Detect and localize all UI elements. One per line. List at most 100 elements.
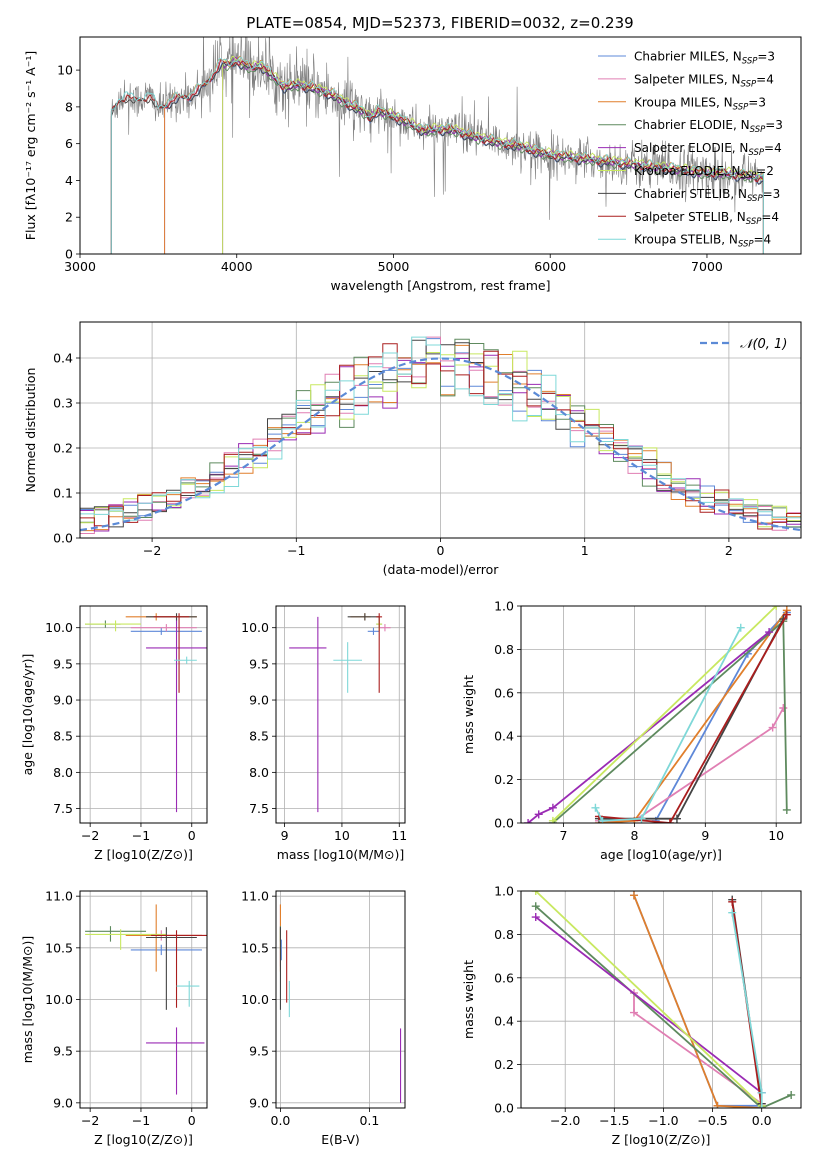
weight-Z-frame xyxy=(520,890,802,1109)
legend-value: =4 xyxy=(756,72,774,86)
weight-Z-xlabel: Z [log10(Z/Z⊙)] xyxy=(612,1132,711,1147)
weight-Z-line-chabrier-miles xyxy=(633,894,762,1107)
residuals-ytick-label: 0.3 xyxy=(53,396,73,411)
age-Z-point-salpeter-miles xyxy=(130,624,197,632)
weight-age-series-kroupa-elodie xyxy=(548,606,781,823)
age-Z-chart: −2 −1 0 7.5 8.0 8.5 9.0 9.5 10.0 Z [log10(Z/Z⊙)] a… xyxy=(20,606,207,862)
weight-age-marker-kroupa-stelib xyxy=(637,814,646,823)
mass-ebv-ytick-label: 10.5 xyxy=(241,940,269,955)
residuals-ytick-label: 0.0 xyxy=(53,531,73,546)
spectrum-data-line xyxy=(111,37,764,220)
weight-age-marker-salpeter-elodie xyxy=(765,628,774,637)
spectrum-ytick-label: 10 xyxy=(57,63,73,78)
residuals-ytick-label: 0.2 xyxy=(53,441,73,456)
weight-Z-marker-kroupa-stelib xyxy=(757,1104,766,1108)
mass-ebv-xlabel: E(B-V) xyxy=(321,1132,360,1147)
mass-Z-ylabel: mass [log10(M/M⊙)] xyxy=(20,936,35,1064)
age-mass-ytick-label: 9.5 xyxy=(249,656,269,671)
residuals-xtick-label: −2 xyxy=(143,543,161,558)
weight-Z-xtick-label: −1.5 xyxy=(599,1113,629,1128)
spectrum-legend-label-chabrier-elodie: Chabrier ELODIE, NSSP=3 xyxy=(634,118,783,135)
legend-subscript: SSP xyxy=(746,217,762,227)
weight-age-xlabel: age [log10(age/yr)] xyxy=(600,847,722,862)
legend-subscript: SSP xyxy=(748,148,764,158)
mass-Z-point-chabrier-stelib xyxy=(146,927,197,1010)
spectrum-model-salpeter-elodie xyxy=(222,56,764,254)
weight-age-ytick-label: 0.2 xyxy=(494,772,514,787)
weight-Z-series-salpeter-elodie xyxy=(531,913,766,1097)
age-mass-point-chabrier-stelib xyxy=(347,613,380,621)
age-Z-xtick-label: −1 xyxy=(132,828,150,843)
mass-Z-ytick-label: 10.0 xyxy=(45,992,73,1007)
spectrum-legend-label-chabrier-miles: Chabrier MILES, NSSP=3 xyxy=(634,50,775,67)
mass-ebv-ytick-label: 10.0 xyxy=(241,992,269,1007)
mass-Z-xtick-label: −1 xyxy=(132,1113,150,1128)
spectrum-legend-label-kroupa-miles: Kroupa MILES, NSSP=3 xyxy=(634,95,766,112)
weight-age-xtick-label: 9 xyxy=(701,828,709,843)
weight-age-series-chabrier-stelib xyxy=(594,615,788,823)
mass-Z-ytick-label: 10.5 xyxy=(45,940,73,955)
residuals-xtick-label: 1 xyxy=(581,543,589,558)
weight-age-marker-salpeter-elodie xyxy=(534,810,543,819)
legend-subscript: SSP xyxy=(738,240,754,250)
age-mass-point-salpeter-elodie xyxy=(289,616,327,813)
age-mass-xtick-label: 9 xyxy=(281,828,289,843)
age-Z-xtick-label: −2 xyxy=(81,828,99,843)
weight-age-line-kroupa-elodie xyxy=(552,606,777,822)
mass-Z-point-kroupa-elodie xyxy=(85,929,167,950)
weight-Z-ylabel: mass weight xyxy=(461,960,476,1039)
age-Z-point-kroupa-stelib xyxy=(173,656,197,664)
mass-ebv-chart: 0.0 0.1 9.0 9.5 10.0 10.5 11.0 E(B-V) xyxy=(241,889,405,1147)
weight-age-marker-salpeter-miles xyxy=(768,723,777,732)
legend-subscript: SSP xyxy=(733,102,749,112)
age-mass-ytick-label: 7.5 xyxy=(249,801,269,816)
legend-value: =4 xyxy=(761,210,779,224)
legend-value: =3 xyxy=(757,50,775,64)
age-Z-ytick-label: 9.0 xyxy=(53,693,73,708)
age-mass-xtick-label: 11 xyxy=(391,828,407,843)
weight-Z-marker-kroupa-stelib xyxy=(757,1088,766,1097)
weight-age-line-kroupa-stelib xyxy=(594,627,742,822)
spectrum-chart: 3000 4000 5000 6000 7000 0 2 4 6 8 10 wavelength [A… xyxy=(23,37,764,293)
residuals-hist-kroupa-stelib xyxy=(80,336,801,538)
age-Z-ytick-label: 10.0 xyxy=(45,620,73,635)
weight-Z-ytick-label: 1.0 xyxy=(494,884,514,899)
age-mass-ytick-label: 8.0 xyxy=(249,765,269,780)
weight-Z-xtick-label: −2.0 xyxy=(550,1113,580,1128)
spectrum-legend-label-kroupa-elodie: Kroupa ELODIE, NSSP=2 xyxy=(634,164,774,181)
spectrum-legend-label-salpeter-stelib: Salpeter STELIB, NSSP=4 xyxy=(634,210,779,227)
age-Z-ytick-label: 7.5 xyxy=(53,801,73,816)
weight-Z-ytick-label: 0.0 xyxy=(494,1101,514,1116)
spectrum-legend-label-salpeter-miles: Salpeter MILES, NSSP=4 xyxy=(634,72,774,89)
residuals-legend-label: 𝒩(0, 1) xyxy=(740,337,787,352)
weight-Z-ytick-label: 0.4 xyxy=(494,1014,514,1029)
spectrum-model-chabrier-miles xyxy=(164,61,764,254)
weight-Z-chart: −2.0 −1.5 −1.0 −0.5 0.0 0.0 0.2 0.4 0.6 0.8 1.0 Z [… xyxy=(461,884,801,1147)
age-mass-ytick-label: 10.0 xyxy=(241,620,269,635)
mass-ebv-ytick-label: 11.0 xyxy=(241,889,269,904)
age-Z-ytick-label: 8.0 xyxy=(53,765,73,780)
weight-Z-marker-chabrier-elodie xyxy=(787,1090,796,1099)
spectrum-model-salpeter-stelib xyxy=(110,58,764,254)
age-mass-xtick-label: 10 xyxy=(334,828,350,843)
weight-Z-line-salpeter-elodie xyxy=(535,916,763,1094)
age-Z-point-salpeter-stelib xyxy=(153,613,190,693)
spectrum-xlabel: wavelength [Angstrom, rest frame] xyxy=(330,278,550,293)
weight-Z-ytick-label: 0.8 xyxy=(494,927,514,942)
age-mass-point-kroupa-stelib xyxy=(333,642,362,693)
mass-Z-chart: −2 −1 0 9.0 9.5 10.0 10.5 11.0 Z [log10(Z/Z⊙)] ma… xyxy=(20,889,207,1147)
spectrum-ytick-label: 6 xyxy=(65,136,73,151)
weight-age-chart: 7 8 9 10 0.0 0.2 0.4 0.6 0.8 1.0 age [log10(age/yr… xyxy=(461,599,801,862)
legend-subscript: SSP xyxy=(742,57,758,67)
residuals-ylabel: Normed distribution xyxy=(23,368,38,493)
weight-Z-marker-salpeter-miles xyxy=(629,1008,638,1017)
spectrum-xtick-label: 5000 xyxy=(378,259,410,274)
residuals-xlabel: (data-model)/error xyxy=(383,562,500,577)
residuals-xtick-label: 0 xyxy=(437,543,445,558)
mass-Z-xlabel: Z [log10(Z/Z⊙)] xyxy=(94,1132,193,1147)
mass-Z-point-kroupa-stelib xyxy=(176,980,200,1007)
mass-Z-ytick-label: 11.0 xyxy=(45,889,73,904)
weight-Z-ytick-label: 0.6 xyxy=(494,970,514,985)
age-Z-point-kroupa-elodie xyxy=(85,620,141,632)
weight-Z-series-kroupa-stelib xyxy=(728,908,766,1108)
